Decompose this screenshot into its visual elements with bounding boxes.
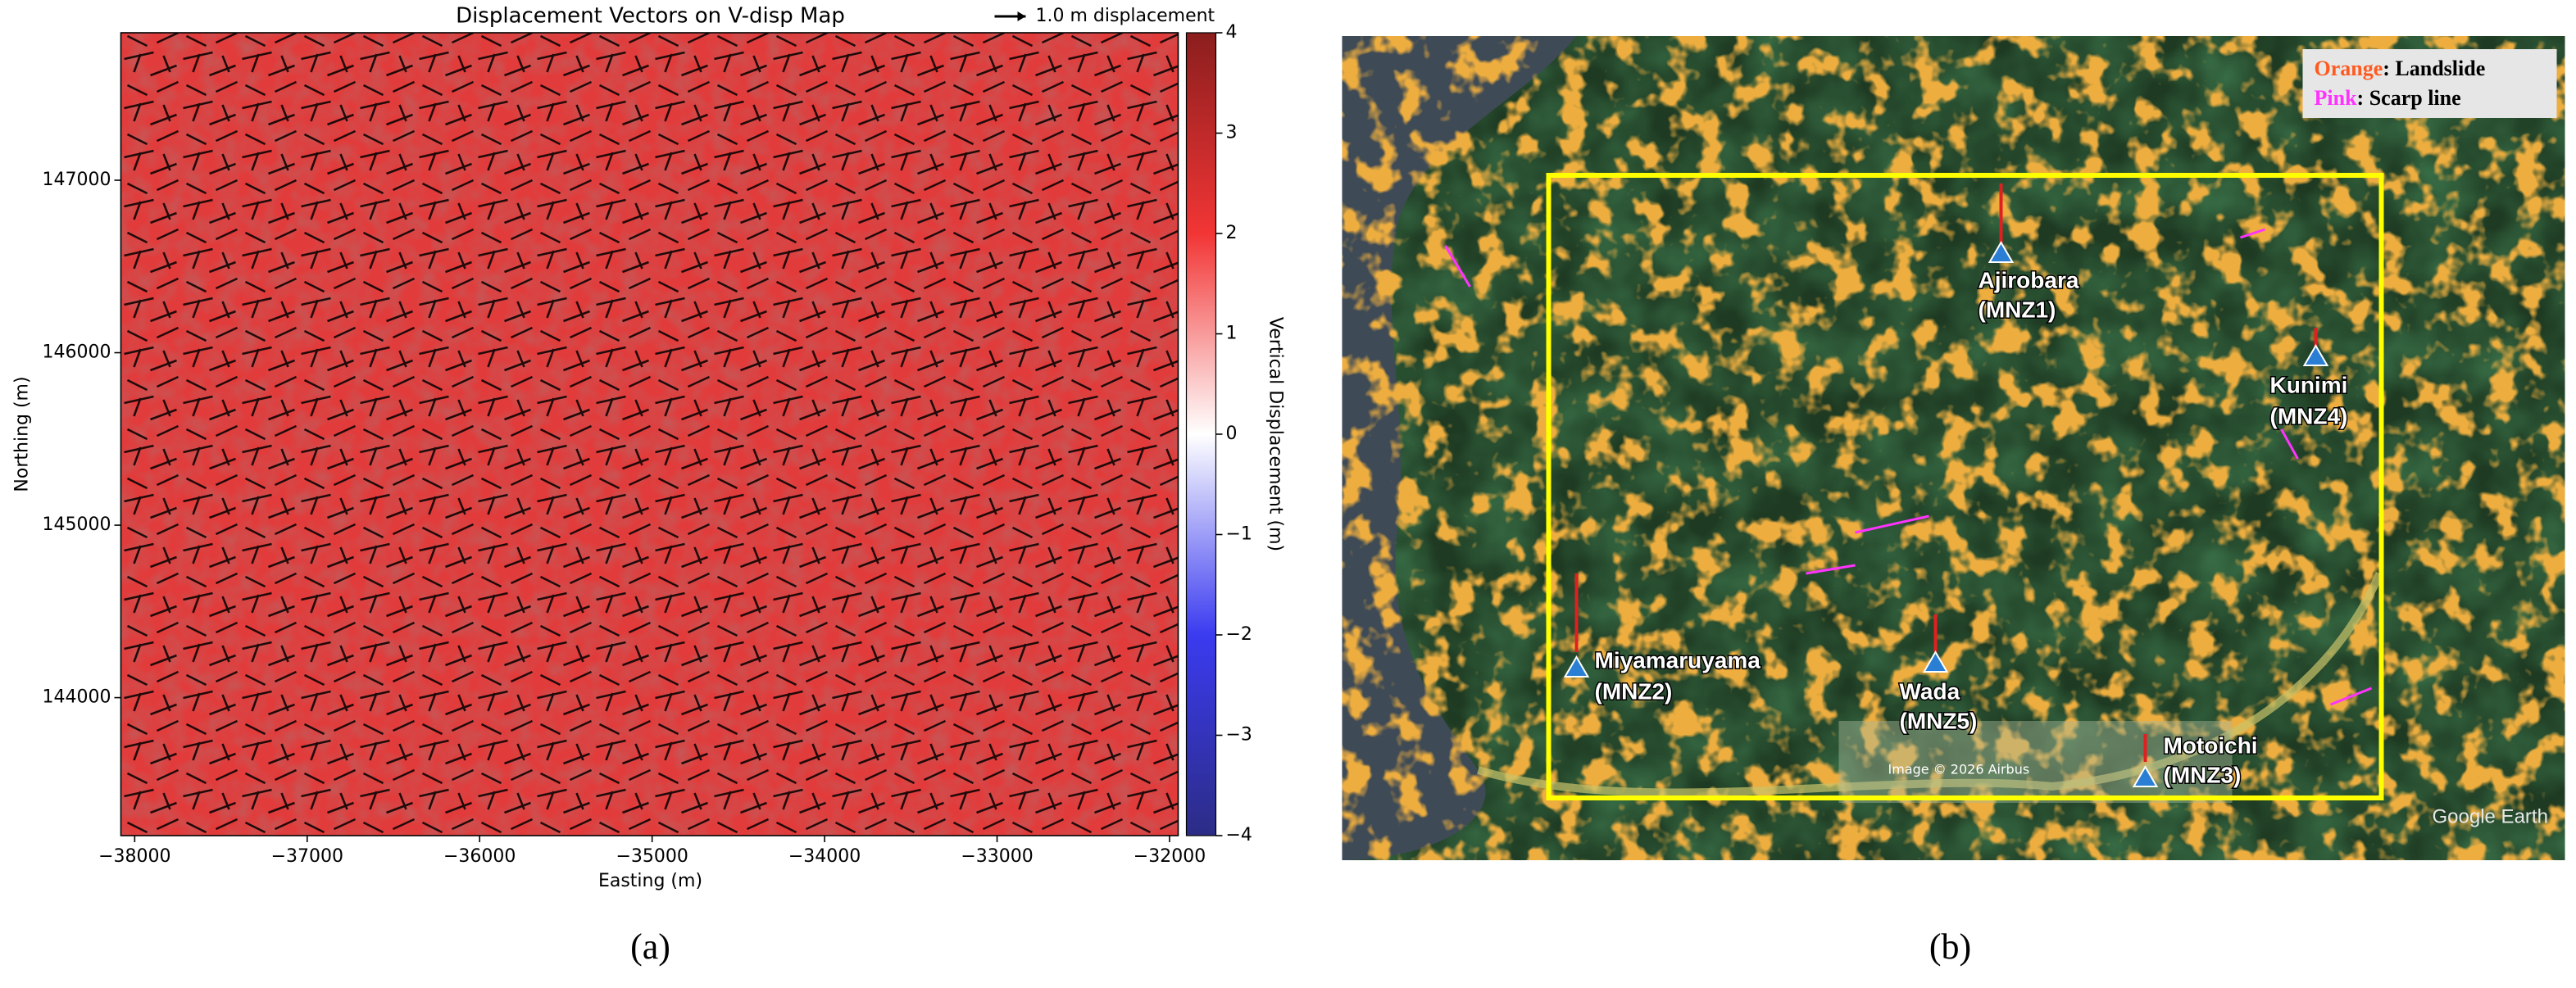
legend-entry: Pink: Scarp line [2315, 86, 2461, 110]
y-axis-label: Northing (m) [12, 376, 33, 492]
site-markers [1563, 184, 2329, 787]
legend-key: Pink [2315, 86, 2358, 110]
site-name: Kunimi [2270, 372, 2348, 397]
google-earth-credit: Google Earth [2433, 805, 2548, 827]
x-tick-label: −33000 [961, 846, 1033, 867]
site-name: Ajirobara [1979, 267, 2079, 292]
y-tick-label: 145000 [43, 514, 111, 535]
legend-text: : Scarp line [2357, 86, 2461, 110]
site-code: (MNZ5) [1900, 708, 1978, 733]
x-tick-label: −36000 [443, 846, 516, 867]
site-code: (MNZ4) [2270, 403, 2348, 428]
plot-frame [120, 32, 1179, 836]
chart-title: Displacement Vectors on V-disp Map [456, 4, 845, 29]
legend-text: : Landslide [2383, 57, 2485, 80]
road [1477, 572, 2384, 797]
y-tick-label: 147000 [43, 170, 111, 190]
legend-key: Orange [2315, 57, 2383, 80]
legend: Orange: Landslide Pink: Scarp line [2315, 57, 2486, 110]
legend-entry: Orange: Landslide [2315, 57, 2486, 80]
colorbar-tick-label: −4 [1226, 825, 1252, 845]
colorbar-tick-label: 3 [1226, 123, 1238, 143]
scarp-lines [1444, 228, 2373, 706]
colorbar-tick-label: 0 [1226, 424, 1238, 444]
study-area [1546, 173, 2384, 800]
colorbar-label: Vertical Displacement (m) [1265, 317, 1286, 551]
colorbar-tick-label: −1 [1226, 524, 1252, 545]
colorbar-tick-label: −3 [1226, 725, 1252, 746]
panel-b: Ajirobara (MNZ1) Kunimi (MNZ4) Miyamaruy… [1342, 36, 2565, 967]
town [1838, 721, 2233, 803]
x-tick-label: −38000 [98, 846, 170, 867]
x-tick-label: −35000 [616, 846, 688, 867]
y-tick-label: 144000 [43, 687, 111, 708]
site-name: Miyamaruyama [1595, 647, 1761, 673]
panel-label: (b) [1929, 927, 1971, 967]
site-name: Wada [1900, 678, 1960, 704]
colorbar-tick-label: −2 [1226, 624, 1252, 645]
colorbar-tick-label: 4 [1226, 22, 1238, 43]
x-tick-label: −34000 [788, 846, 861, 867]
image-credit: Image © 2026 Airbus [1888, 762, 2030, 777]
site-name: Motoichi [2164, 732, 2258, 758]
site-code: (MNZ1) [1979, 297, 2056, 322]
site-code: (MNZ2) [1595, 678, 1673, 704]
colorbar [1185, 32, 1217, 836]
x-axis-label: Easting (m) [598, 871, 702, 891]
vector-field [120, 33, 1179, 836]
key-label: 1.0 m displacement [1036, 6, 1215, 26]
x-tick-label: −32000 [1134, 846, 1206, 867]
y-tick-label: 146000 [43, 342, 111, 363]
legend-box [2302, 49, 2557, 118]
panel-label: (a) [630, 927, 670, 967]
panel-a: Displacement Vectors on V-disp Map 1.0 m… [12, 4, 1286, 968]
colorbar-tick-label: 1 [1226, 324, 1238, 344]
colorbar-tick-label: 2 [1226, 223, 1238, 243]
site-code: (MNZ3) [2164, 762, 2242, 787]
key-arrow-head [1017, 11, 1026, 21]
x-tick-label: −37000 [271, 846, 343, 867]
